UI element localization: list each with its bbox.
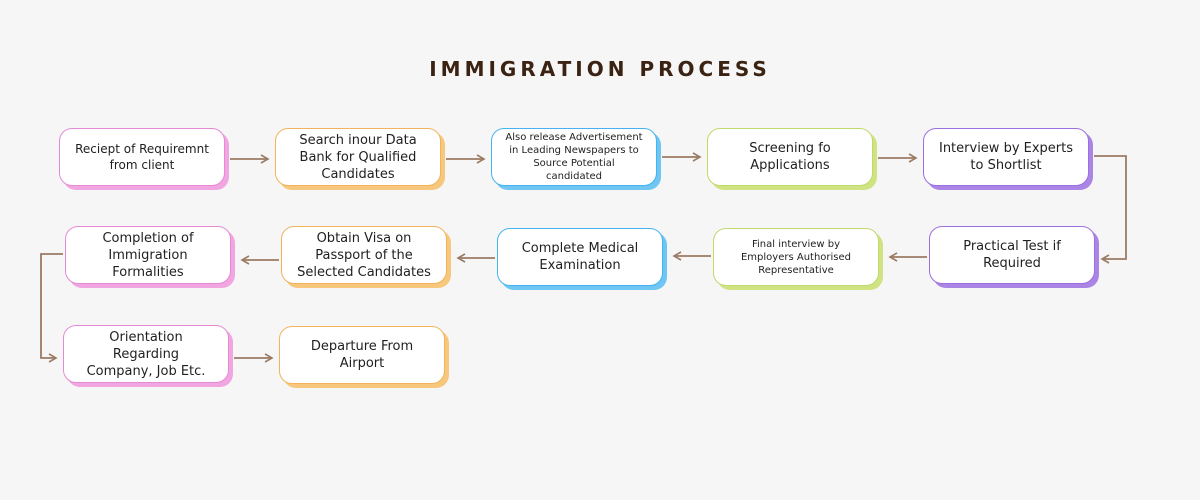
step-search-data-bank: Search inour Data Bank for Qualified Can…: [275, 128, 441, 186]
step-obtain-visa: Obtain Visa on Passport of the Selected …: [281, 226, 447, 284]
step-completion-immigration: Completion of Immigration Formalities: [65, 226, 231, 284]
step-label: Departure From Airport: [310, 339, 414, 371]
step-label: Practical Test if Required: [963, 239, 1061, 271]
step-departure: Departure From Airport: [279, 326, 445, 384]
step-receipt-of-requirement: Reciept of Requiremnt from client: [59, 128, 225, 186]
step-label: Also release Advertisement in Leading Ne…: [505, 132, 643, 182]
step-label: Final interview by Employers Authorised …: [740, 238, 852, 276]
step-label: Completion of Immigration Formalities: [102, 230, 194, 280]
step-label: Screening fo Applications: [749, 141, 831, 173]
step-label: Reciept of Requiremnt from client: [75, 142, 209, 172]
step-label: Obtain Visa on Passport of the Selected …: [297, 230, 431, 280]
step-label: Orientation Regarding Company, Job Etc.: [86, 329, 206, 379]
step-label: Complete Medical Examination: [521, 241, 639, 273]
step-label: Interview by Experts to Shortlist: [938, 141, 1074, 173]
step-final-interview: Final interview by Employers Authorised …: [713, 228, 879, 286]
step-orientation: Orientation Regarding Company, Job Etc.: [63, 325, 229, 383]
step-screening-applications: Screening fo Applications: [707, 128, 873, 186]
step-complete-medical: Complete Medical Examination: [497, 228, 663, 286]
arrow-5-6: [1094, 155, 1127, 264]
step-interview-by-experts: Interview by Experts to Shortlist: [923, 128, 1089, 186]
step-label: Search inour Data Bank for Qualified Can…: [299, 132, 417, 182]
arrow-10-11: [40, 253, 63, 363]
step-practical-test: Practical Test if Required: [929, 226, 1095, 284]
step-release-advertisement: Also release Advertisement in Leading Ne…: [491, 128, 657, 186]
diagram-title: IMMIGRATION PROCESS: [429, 57, 771, 81]
